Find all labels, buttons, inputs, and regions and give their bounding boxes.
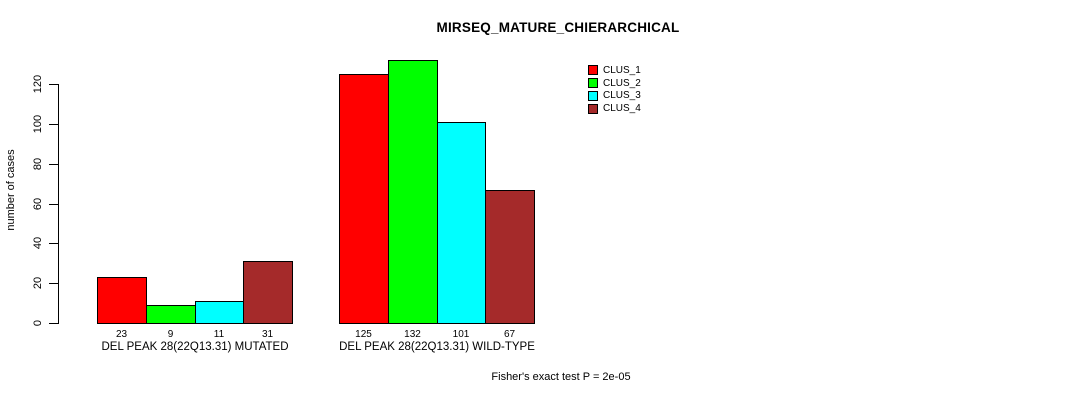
bar: [485, 190, 535, 324]
bar-value-label: 125: [355, 329, 372, 340]
y-axis-label: number of cases: [5, 149, 17, 231]
y-tick-label: 120: [32, 74, 44, 94]
y-tick-mark: [49, 323, 59, 324]
bar-value-label: 9: [167, 329, 174, 340]
bar-value-label: 23: [115, 329, 128, 340]
legend-row: CLUS_4: [588, 102, 641, 115]
legend-row: CLUS_3: [588, 90, 641, 103]
legend-label: CLUS_4: [603, 103, 641, 115]
y-tick-mark: [49, 243, 59, 244]
stat-annotation: Fisher's exact test P = 2e-05: [491, 371, 631, 383]
bar: [195, 301, 244, 324]
y-tick-mark: [49, 124, 59, 125]
bar-value-label: 67: [503, 329, 516, 340]
legend-swatch: [588, 90, 598, 101]
legend-swatch: [588, 65, 598, 76]
bar: [437, 122, 486, 324]
bar: [339, 74, 389, 324]
chart-title: MIRSEQ_MATURE_CHIERARCHICAL: [436, 20, 680, 35]
bar-value-label: 132: [404, 329, 421, 340]
legend-swatch: [588, 103, 598, 114]
bar: [243, 261, 293, 324]
legend-row: CLUS_1: [588, 64, 641, 77]
bar-value-label: 11: [213, 329, 225, 340]
bar-value-label: 31: [261, 329, 274, 340]
legend-label: CLUS_3: [603, 90, 641, 102]
y-tick-mark: [49, 164, 59, 165]
legend-row: CLUS_2: [588, 77, 641, 90]
bar: [97, 277, 147, 324]
bar: [146, 305, 196, 324]
y-tick-mark: [49, 204, 59, 205]
bar-value-label: 101: [452, 329, 470, 340]
legend-label: CLUS_1: [603, 64, 641, 76]
bar: [388, 60, 438, 324]
legend-swatch: [588, 78, 598, 89]
legend-label: CLUS_2: [603, 77, 641, 89]
legend: CLUS_1 CLUS_2 CLUS_3 CLUS_4: [588, 64, 641, 115]
group-label: DEL PEAK 28(22Q13.31) WILD-TYPE: [339, 341, 535, 353]
y-tick-mark: [49, 283, 59, 284]
group-label: DEL PEAK 28(22Q13.31) MUTATED: [101, 341, 289, 353]
y-tick-mark: [49, 84, 59, 85]
